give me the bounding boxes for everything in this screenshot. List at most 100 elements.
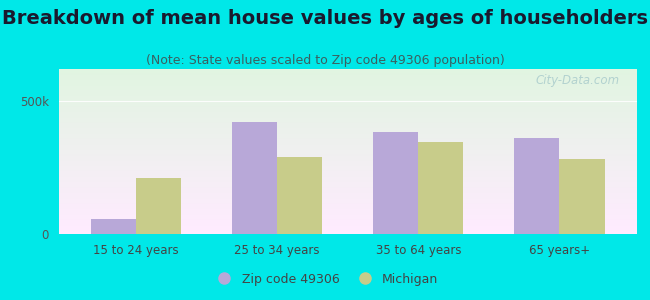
Bar — [58, 83, 637, 84]
Bar — [58, 121, 637, 122]
Bar — [514, 138, 560, 234]
Bar — [232, 122, 277, 234]
Bar — [58, 173, 637, 174]
Bar — [58, 153, 637, 154]
Bar — [58, 224, 637, 225]
Bar — [58, 156, 637, 157]
Bar — [58, 93, 637, 94]
Bar — [58, 75, 637, 76]
Bar — [58, 155, 637, 156]
Bar — [58, 112, 637, 113]
Bar — [58, 182, 637, 183]
Bar — [58, 218, 637, 219]
Bar — [58, 219, 637, 220]
Bar — [58, 163, 637, 164]
Legend: Zip code 49306, Michigan: Zip code 49306, Michigan — [207, 268, 443, 291]
Bar — [58, 166, 637, 167]
Bar — [58, 148, 637, 149]
Bar — [560, 160, 604, 234]
Bar — [58, 188, 637, 189]
Bar — [58, 145, 637, 146]
Text: Breakdown of mean house values by ages of householders: Breakdown of mean house values by ages o… — [2, 9, 648, 28]
Bar — [58, 116, 637, 117]
Bar — [58, 222, 637, 223]
Bar — [58, 157, 637, 158]
Bar — [58, 126, 637, 127]
Bar — [58, 193, 637, 194]
Bar — [58, 207, 637, 208]
Bar — [58, 100, 637, 101]
Bar — [58, 137, 637, 138]
Bar — [58, 119, 637, 120]
Bar — [58, 143, 637, 144]
Bar — [58, 105, 637, 106]
Bar — [58, 97, 637, 98]
Bar — [58, 80, 637, 81]
Bar — [58, 172, 637, 173]
Bar — [58, 96, 637, 97]
Bar — [58, 158, 637, 159]
Bar — [58, 147, 637, 148]
Bar — [58, 117, 637, 118]
Bar — [58, 149, 637, 150]
Bar — [58, 79, 637, 80]
Bar — [58, 232, 637, 233]
Bar — [58, 86, 637, 87]
Bar — [58, 134, 637, 135]
Bar — [58, 233, 637, 234]
Bar — [58, 194, 637, 195]
Bar — [58, 118, 637, 119]
Bar — [58, 183, 637, 184]
Bar — [58, 160, 637, 161]
Bar — [58, 141, 637, 142]
Text: City-Data.com: City-Data.com — [536, 74, 619, 87]
Bar — [58, 108, 637, 109]
Bar — [58, 171, 637, 172]
Bar — [58, 82, 637, 83]
Bar — [58, 184, 637, 185]
Bar — [58, 223, 637, 224]
Bar — [58, 228, 637, 229]
Bar — [58, 140, 637, 141]
Bar — [58, 189, 637, 190]
Bar — [58, 98, 637, 99]
Bar — [58, 159, 637, 160]
Bar — [58, 168, 637, 169]
Bar — [58, 225, 637, 226]
Bar — [58, 197, 637, 198]
Bar — [58, 152, 637, 153]
Bar — [58, 72, 637, 73]
Bar — [58, 211, 637, 212]
Bar — [58, 167, 637, 168]
Bar — [58, 221, 637, 222]
Bar — [58, 128, 637, 129]
Bar — [58, 190, 637, 191]
Bar — [58, 109, 637, 110]
Bar — [58, 186, 637, 187]
Bar — [58, 215, 637, 216]
Bar — [58, 120, 637, 121]
Bar — [58, 174, 637, 175]
Bar — [58, 208, 637, 209]
Bar — [58, 196, 637, 197]
Bar — [58, 229, 637, 230]
Bar — [58, 231, 637, 232]
Bar — [277, 157, 322, 234]
Bar — [58, 144, 637, 145]
Bar — [58, 210, 637, 211]
Bar — [58, 192, 637, 193]
Bar — [58, 103, 637, 104]
Bar — [58, 111, 637, 112]
Bar — [58, 199, 637, 200]
Bar — [58, 125, 637, 126]
Bar — [58, 130, 637, 131]
Bar — [58, 74, 637, 75]
Bar — [58, 122, 637, 123]
Text: (Note: State values scaled to Zip code 49306 population): (Note: State values scaled to Zip code 4… — [146, 54, 504, 67]
Bar — [58, 76, 637, 77]
Bar — [58, 204, 637, 205]
Bar — [58, 118, 637, 119]
Bar — [58, 89, 637, 90]
Bar — [58, 73, 637, 74]
Bar — [58, 78, 637, 79]
